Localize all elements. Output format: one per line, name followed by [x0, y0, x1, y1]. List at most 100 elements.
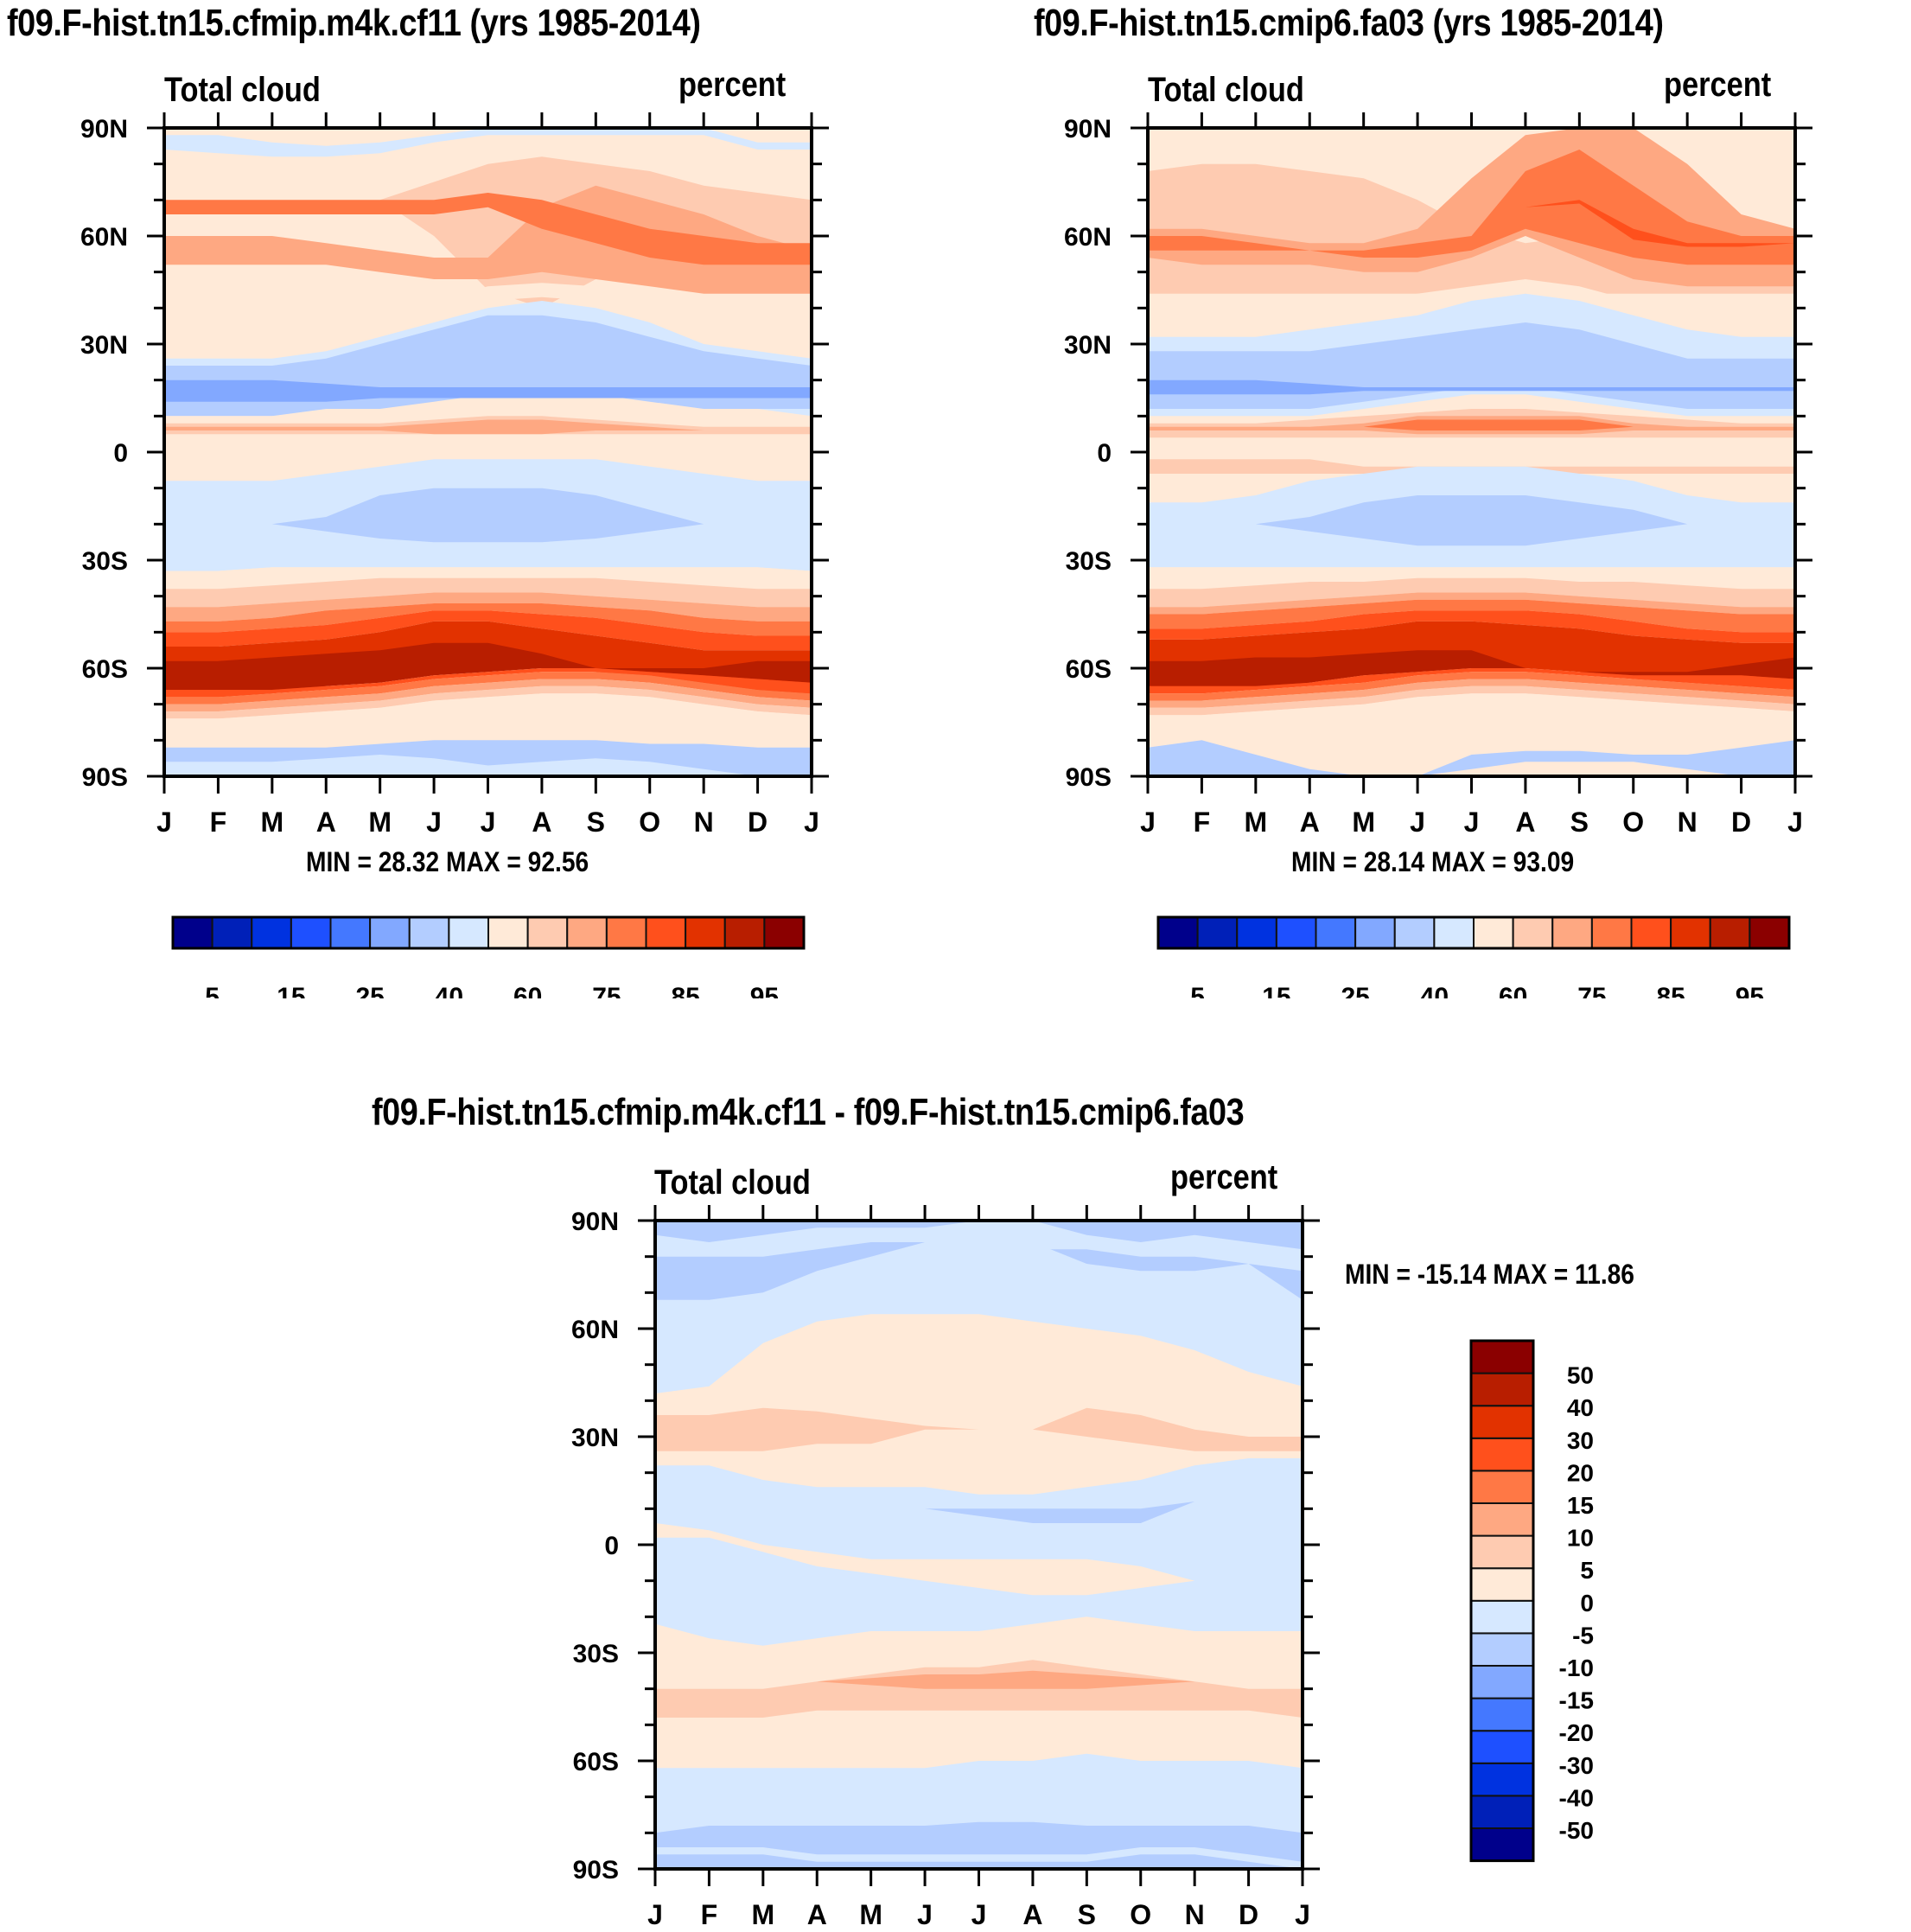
colorbar-swatch	[487, 916, 529, 949]
panel-2-left-string: Total cloud	[1148, 71, 1304, 109]
x-tick-label: F	[210, 807, 227, 838]
colorbar-label: 5	[205, 983, 220, 998]
contour-band	[164, 379, 812, 402]
colorbar-swatch	[1470, 1534, 1534, 1570]
y-tick-label: 0	[604, 1532, 619, 1560]
panel-3-plot: J F M A M J J A S O N D J 90N 60N 30N 0 30S 60S 90S	[571, 1205, 1320, 1930]
x-tick-label: M	[1245, 807, 1268, 838]
contour-band	[1148, 740, 1795, 776]
colorbar-label: 10	[1567, 1525, 1594, 1552]
contour-band	[655, 1502, 1303, 1523]
contour-band	[655, 1314, 1303, 1495]
colorbar-frame	[1469, 1339, 1535, 1863]
panel-2-right-string: percent	[1664, 66, 1772, 104]
colorbar-label: 95	[1736, 983, 1764, 998]
contour-band	[1148, 668, 1795, 694]
x-tick-label: D	[1239, 1899, 1258, 1930]
contour-band	[164, 668, 812, 698]
colorbar-swatch	[566, 916, 608, 949]
contour-band	[164, 672, 812, 705]
panel-3-title: f09.F-hist.tn15.cfmip.m4k.cf11 - f09.F-h…	[372, 1091, 1245, 1133]
y-tick-label: 90N	[571, 1208, 619, 1236]
colorbar-swatch	[1512, 916, 1554, 949]
colorbar-label: -15	[1559, 1687, 1594, 1714]
y-tick-label: 30N	[1064, 331, 1112, 360]
colorbar-swatch	[251, 916, 292, 949]
y-tick-label: 60N	[80, 223, 128, 252]
colorbar-swatch	[685, 916, 726, 949]
colorbar-swatch	[1470, 1827, 1534, 1862]
colorbar-swatch	[211, 916, 253, 949]
x-tick-label: O	[1622, 807, 1644, 838]
panel-2-min-max: MIN = 28.14 MAX = 93.09	[1291, 846, 1575, 877]
contour-band	[655, 1221, 1303, 1272]
colorbar-swatch	[1275, 916, 1317, 949]
panel-2-title: f09.F-hist.tn15.cmip6.fa03 (yrs 1985-201…	[1034, 2, 1664, 44]
x-tick-label: D	[748, 807, 768, 838]
x-tick-label: J	[1295, 1899, 1310, 1930]
x-tick-label: J	[971, 1899, 987, 1930]
colorbar-swatch	[1470, 1502, 1534, 1537]
x-tick-label: J	[1140, 807, 1156, 838]
x-tick-label: A	[532, 807, 551, 838]
x-tick-label: J	[481, 807, 496, 838]
colorbar-swatch	[1630, 916, 1672, 949]
colorbar-label: 5	[1580, 1557, 1594, 1584]
x-tick-label: F	[701, 1899, 718, 1930]
colorbar-label: -30	[1559, 1752, 1594, 1779]
x-tick-label: J	[917, 1899, 933, 1930]
contour-band	[1148, 592, 1795, 615]
x-tick-label: M	[261, 807, 284, 838]
panel-1-min-max: MIN = 28.32 MAX = 92.56	[306, 846, 589, 877]
contour-band	[164, 610, 812, 651]
x-tick-label: M	[859, 1899, 882, 1930]
x-tick-label: A	[1022, 1899, 1042, 1930]
panel-3-right-string: percent	[1170, 1158, 1278, 1196]
colorbar-swatch	[1470, 1405, 1534, 1439]
colorbar-label: 15	[1262, 983, 1290, 998]
contour-band	[655, 1407, 1303, 1451]
colorbar-swatch	[1196, 916, 1239, 949]
contour-band	[164, 755, 812, 776]
x-tick-label: J	[156, 807, 172, 838]
contour-band	[1148, 672, 1795, 701]
colorbar-swatch	[1470, 1372, 1534, 1407]
colorbar-swatch	[1470, 1632, 1534, 1667]
y-tick-label: 0	[113, 439, 128, 468]
x-tick-label: M	[368, 807, 392, 838]
colorbar-label: -20	[1559, 1719, 1594, 1746]
contour-band	[164, 193, 812, 265]
colorbar-frame	[171, 915, 806, 950]
colorbar-label: -40	[1559, 1784, 1594, 1811]
colorbar-swatch	[1393, 916, 1436, 949]
colorbar-swatch	[172, 916, 213, 949]
colorbar-swatch	[369, 916, 411, 949]
colorbar-swatch	[1470, 1599, 1534, 1635]
colorbar-swatch	[408, 916, 450, 949]
colorbar-swatch	[1470, 1730, 1534, 1764]
colorbar-swatch	[1590, 916, 1633, 949]
colorbar-label: 75	[592, 983, 621, 998]
colorbar-label: 20	[1567, 1459, 1594, 1486]
x-tick-label: A	[1515, 807, 1535, 838]
contour-band	[164, 185, 812, 294]
colorbar-swatch	[1709, 916, 1751, 949]
contour-band	[164, 685, 812, 719]
x-tick-label: M	[752, 1899, 775, 1930]
colorbar-swatch	[1470, 1762, 1534, 1797]
contour-band	[1148, 685, 1795, 716]
colorbar-label: 40	[435, 983, 463, 998]
colorbar-swatch	[1157, 916, 1199, 949]
colorbar-label: 85	[1656, 983, 1685, 998]
x-tick-label: A	[1300, 807, 1320, 838]
colorbar-label: 40	[1420, 983, 1449, 998]
colorbar-swatch	[1473, 916, 1514, 949]
panel-1-left-string: Total cloud	[164, 71, 321, 109]
contour-band	[1148, 419, 1795, 430]
colorbar-swatch	[448, 916, 489, 949]
contour-band	[1148, 495, 1795, 546]
colorbar-swatch	[526, 916, 569, 949]
contour-band	[164, 128, 812, 157]
x-tick-label: J	[1464, 807, 1480, 838]
